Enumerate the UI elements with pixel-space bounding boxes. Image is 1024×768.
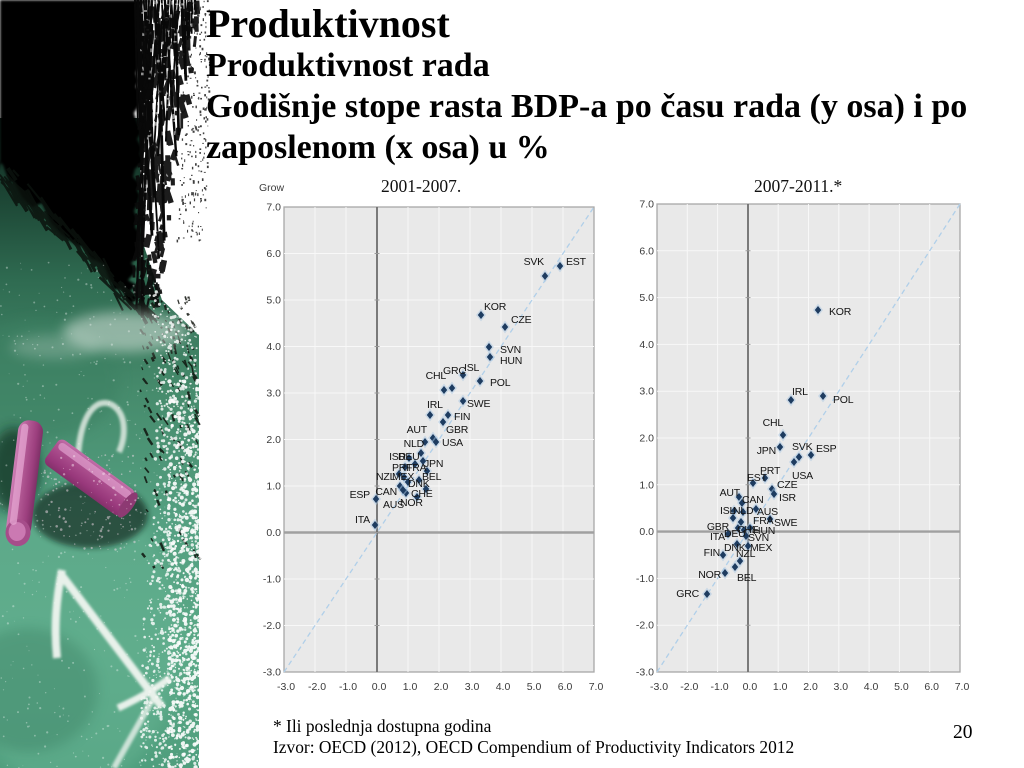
svg-text:USA: USA bbox=[442, 437, 463, 449]
svg-text:4.0: 4.0 bbox=[496, 681, 511, 693]
svg-text:JPN: JPN bbox=[424, 458, 443, 470]
svg-text:0.0: 0.0 bbox=[639, 526, 654, 538]
svg-text:SWE: SWE bbox=[467, 398, 491, 410]
svg-text:BEL: BEL bbox=[737, 572, 757, 584]
svg-text:POL: POL bbox=[833, 394, 854, 406]
svg-text:0.0: 0.0 bbox=[372, 681, 387, 693]
svg-text:SWE: SWE bbox=[774, 517, 798, 529]
svg-text:EST: EST bbox=[566, 256, 587, 268]
svg-text:AUT: AUT bbox=[720, 487, 741, 499]
svg-text:CZE: CZE bbox=[511, 314, 532, 326]
svg-text:2.0: 2.0 bbox=[803, 681, 818, 693]
svg-text:IRL: IRL bbox=[427, 399, 443, 411]
svg-text:6.0: 6.0 bbox=[558, 681, 573, 693]
svg-text:CZE: CZE bbox=[777, 479, 798, 491]
svg-text:7.0: 7.0 bbox=[639, 199, 654, 211]
svg-text:6.0: 6.0 bbox=[266, 248, 281, 260]
svg-text:GBR: GBR bbox=[446, 424, 469, 436]
svg-text:4.0: 4.0 bbox=[864, 681, 879, 693]
svg-text:SVK: SVK bbox=[524, 256, 545, 268]
svg-text:1.0: 1.0 bbox=[639, 479, 654, 491]
svg-text:-3.0: -3.0 bbox=[650, 681, 668, 693]
svg-text:5.0: 5.0 bbox=[894, 681, 909, 693]
svg-text:-2.0: -2.0 bbox=[308, 681, 326, 693]
svg-text:HUN: HUN bbox=[500, 355, 522, 367]
svg-text:CAN: CAN bbox=[375, 486, 397, 498]
svg-text:-1.0: -1.0 bbox=[711, 681, 729, 693]
svg-text:5.0: 5.0 bbox=[527, 681, 542, 693]
svg-text:5.0: 5.0 bbox=[639, 292, 654, 304]
svg-text:NZL: NZL bbox=[736, 548, 756, 560]
svg-text:2.0: 2.0 bbox=[639, 433, 654, 445]
svg-text:7.0: 7.0 bbox=[589, 681, 604, 693]
svg-text:-2.0: -2.0 bbox=[680, 681, 698, 693]
svg-text:NLD: NLD bbox=[404, 438, 425, 450]
svg-text:NOR: NOR bbox=[400, 497, 423, 509]
svg-text:5.0: 5.0 bbox=[266, 295, 281, 307]
svg-text:ESP: ESP bbox=[350, 489, 371, 501]
svg-text:4.0: 4.0 bbox=[266, 341, 281, 353]
svg-text:0.0: 0.0 bbox=[743, 681, 758, 693]
svg-text:-2.0: -2.0 bbox=[636, 620, 654, 632]
svg-text:KOR: KOR bbox=[484, 301, 507, 313]
svg-text:POL: POL bbox=[490, 377, 511, 389]
svg-text:7.0: 7.0 bbox=[955, 681, 970, 693]
svg-text:1.0: 1.0 bbox=[773, 681, 788, 693]
svg-text:CHL: CHL bbox=[426, 370, 447, 382]
svg-text:CHL: CHL bbox=[763, 417, 784, 429]
svg-text:-1.0: -1.0 bbox=[339, 681, 357, 693]
svg-text:1.0: 1.0 bbox=[403, 681, 418, 693]
svg-text:3.0: 3.0 bbox=[639, 386, 654, 398]
svg-text:ITA: ITA bbox=[710, 531, 725, 543]
svg-text:6.0: 6.0 bbox=[924, 681, 939, 693]
svg-text:-1.0: -1.0 bbox=[636, 573, 654, 585]
svg-text:2.0: 2.0 bbox=[266, 434, 281, 446]
svg-text:-1.0: -1.0 bbox=[263, 574, 281, 586]
svg-text:-3.0: -3.0 bbox=[636, 667, 654, 679]
svg-text:ISL: ISL bbox=[464, 362, 480, 374]
svg-text:-2.0: -2.0 bbox=[263, 620, 281, 632]
svg-text:AUT: AUT bbox=[407, 424, 428, 436]
svg-text:Grow: Grow bbox=[259, 182, 285, 194]
svg-text:FIN: FIN bbox=[454, 411, 470, 423]
svg-text:-3.0: -3.0 bbox=[263, 667, 281, 679]
svg-text:ITA: ITA bbox=[355, 514, 370, 526]
svg-text:SVK: SVK bbox=[792, 441, 813, 453]
svg-text:NOR: NOR bbox=[698, 569, 721, 581]
svg-text:3.0: 3.0 bbox=[266, 388, 281, 400]
svg-text:IRL: IRL bbox=[792, 386, 808, 398]
svg-text:2007-2011.*: 2007-2011.* bbox=[754, 176, 842, 196]
svg-text:3.0: 3.0 bbox=[465, 681, 480, 693]
svg-text:EST: EST bbox=[747, 472, 768, 484]
svg-text:FIN: FIN bbox=[704, 547, 720, 559]
svg-text:KOR: KOR bbox=[829, 306, 852, 318]
svg-text:2.0: 2.0 bbox=[434, 681, 449, 693]
svg-text:ISR: ISR bbox=[779, 492, 797, 504]
svg-text:-3.0: -3.0 bbox=[277, 681, 295, 693]
svg-text:GRC: GRC bbox=[443, 365, 466, 377]
svg-text:GRC: GRC bbox=[676, 588, 699, 600]
svg-text:ESP: ESP bbox=[816, 443, 837, 455]
svg-text:2001-2007.: 2001-2007. bbox=[381, 176, 461, 196]
svg-text:3.0: 3.0 bbox=[833, 681, 848, 693]
svg-text:JPN: JPN bbox=[757, 445, 776, 457]
svg-text:7.0: 7.0 bbox=[266, 202, 281, 214]
svg-text:6.0: 6.0 bbox=[639, 245, 654, 257]
svg-text:0.0: 0.0 bbox=[266, 527, 281, 539]
svg-text:4.0: 4.0 bbox=[639, 339, 654, 351]
svg-text:NLD: NLD bbox=[733, 505, 754, 517]
svg-text:1.0: 1.0 bbox=[266, 481, 281, 493]
